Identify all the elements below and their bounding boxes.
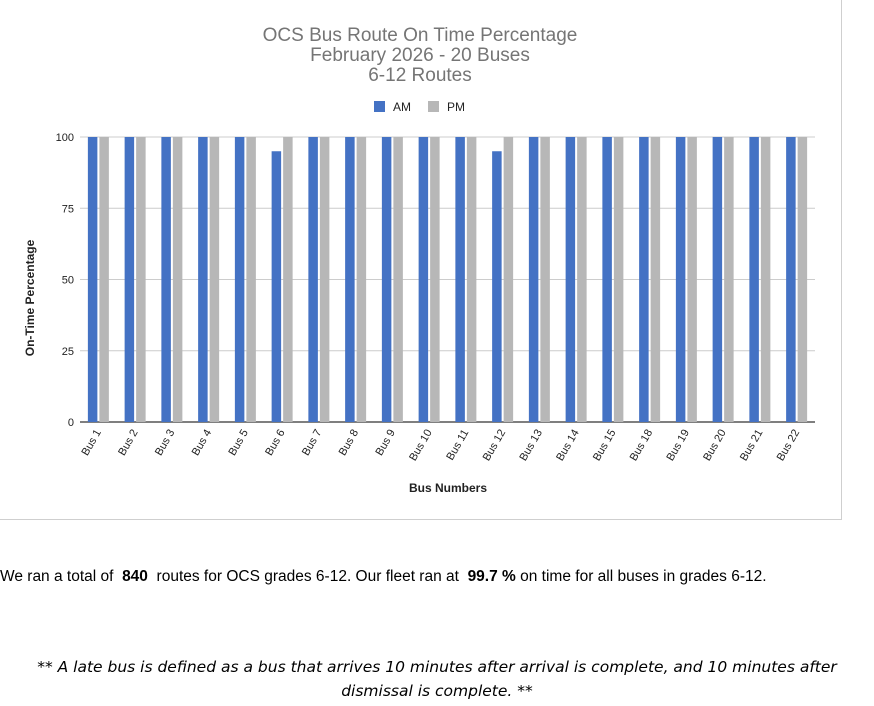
bar-pm [503, 137, 514, 422]
x-tick-label: Bus 10 [407, 428, 435, 464]
x-tick-label: Bus 3 [153, 428, 177, 458]
bar-pm [283, 137, 293, 422]
bar-pm [209, 137, 220, 422]
bar-am [161, 137, 171, 422]
x-tick-label: Bus 22 [775, 428, 803, 464]
x-tick-label: Bus 11 [444, 428, 471, 463]
bar-am [308, 137, 318, 422]
bar-pm [650, 137, 661, 422]
bar-pm [724, 137, 734, 422]
bar-pm [136, 137, 146, 422]
bar-am [565, 137, 576, 422]
summary-middle: routes for OCS grades 6-12. Our fleet ra… [147, 568, 468, 585]
bar-am [381, 137, 392, 422]
x-tick-label: Bus 1 [80, 428, 104, 458]
x-axis-title: Bus Numbers [409, 481, 487, 495]
legend-label-pm: PM [447, 100, 465, 114]
summary-prefix: We ran a total of [0, 568, 123, 585]
bar-am [87, 137, 98, 422]
x-tick-label: Bus 9 [374, 428, 398, 458]
legend-swatch-pm [428, 101, 439, 112]
bar-am [234, 137, 245, 422]
bar-chart: OCS Bus Route On Time PercentageFebruary… [23, 25, 815, 495]
x-tick-label: Bus 18 [628, 428, 656, 464]
x-tick-label: Bus 2 [116, 428, 140, 458]
chart-container: OCS Bus Route On Time Percentage February… [0, 0, 842, 520]
summary-text: We ran a total of 840 routes for OCS gra… [0, 568, 767, 586]
chart-title-line: February 2026 - 20 Buses [310, 45, 530, 66]
x-tick-label: Bus 14 [554, 428, 582, 464]
bar-am [418, 137, 429, 422]
y-tick-label: 100 [56, 132, 74, 144]
y-tick-label: 75 [62, 203, 74, 215]
bar-pm [319, 137, 330, 422]
bar-pm [172, 137, 183, 422]
bar-am [271, 151, 282, 422]
bar-am [124, 137, 135, 422]
legend-label-am: AM [393, 100, 411, 114]
x-tick-label: Bus 15 [591, 428, 619, 464]
y-tick-label: 50 [62, 275, 74, 287]
x-tick-label: Bus 12 [481, 428, 509, 464]
x-tick-label: Bus 8 [337, 428, 361, 458]
summary-suffix: on time for all buses in grades 6-12. [515, 568, 767, 585]
x-tick-label: Bus 5 [227, 428, 251, 458]
bar-pm [613, 137, 624, 422]
bar-am [492, 151, 502, 422]
on-time-percent-value: 99.7 [467, 568, 498, 585]
bar-pm [760, 137, 771, 422]
bar-pm [687, 137, 697, 422]
bar-pm [540, 137, 550, 422]
bar-am [675, 137, 686, 422]
x-tick-label: Bus 19 [664, 428, 692, 464]
x-tick-label: Bus 21 [738, 428, 766, 464]
percent-unit: % [497, 568, 516, 585]
chart-title-line: OCS Bus Route On Time Percentage [263, 25, 578, 46]
bar-pm [99, 137, 109, 422]
bar-am [786, 137, 796, 422]
bar-pm [797, 137, 808, 422]
bar-pm [577, 137, 587, 422]
x-tick-label: Bus 20 [701, 428, 729, 464]
y-tick-label: 0 [68, 417, 74, 429]
total-routes-value: 840 [122, 568, 148, 585]
x-tick-label: Bus 4 [190, 428, 214, 458]
late-bus-footnote: ** A late bus is defined as a bus that a… [37, 658, 837, 700]
chart-title-line: 6-12 Routes [368, 65, 472, 86]
y-tick-label: 25 [62, 346, 74, 358]
bar-am [345, 137, 355, 422]
bar-pm [466, 137, 477, 422]
bar-pm [393, 137, 403, 422]
bar-am [528, 137, 539, 422]
bar-am [602, 137, 612, 422]
y-axis-title: On-Time Percentage [23, 239, 37, 356]
bar-am [198, 137, 208, 422]
bar-pm [356, 137, 367, 422]
bar-am [712, 137, 723, 422]
legend-swatch-am [374, 101, 385, 112]
bar-am [639, 137, 649, 422]
bar-am [749, 137, 759, 422]
x-tick-label: Bus 6 [263, 428, 287, 458]
bar-pm [246, 137, 256, 422]
bar-pm [430, 137, 440, 422]
x-tick-label: Bus 13 [517, 428, 545, 464]
x-tick-label: Bus 7 [300, 428, 324, 458]
bar-am [455, 137, 465, 422]
